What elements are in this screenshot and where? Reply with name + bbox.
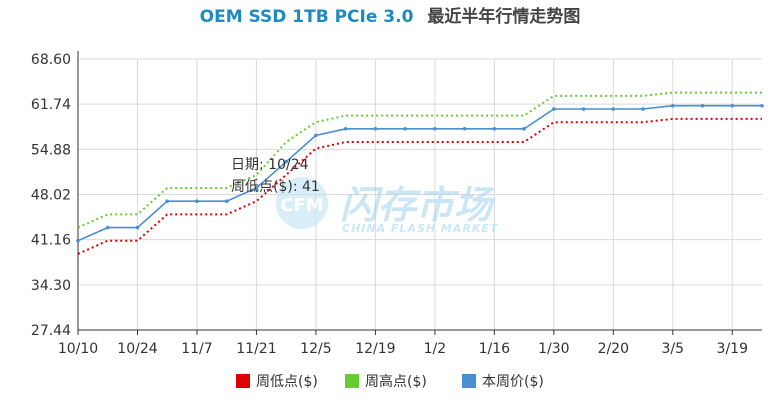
y-tick-label: 41.16 [31,233,71,249]
x-tick-label: 2/20 [598,341,629,357]
data-point [314,133,318,138]
chart-title-main: OEM SSD 1TB PCIe 3.0 [200,7,414,27]
data-point [105,225,110,230]
legend-item-0[interactable]: 周低点($) [236,374,318,390]
y-tick-label: 48.02 [31,188,71,204]
legend-swatch [345,374,359,388]
data-point [522,126,526,131]
data-point [552,107,556,111]
chart-title: OEM SSD 1TB PCIe 3.0 最近半年行情走势图 [200,6,581,27]
x-tick-label: 11/7 [181,341,212,357]
legend-item-2[interactable]: 本周价($) [462,374,544,390]
data-point [343,126,348,131]
data-point [195,199,199,204]
y-tick-label: 68.60 [31,52,71,68]
tooltip-date: 日期: 10/24 [231,157,309,173]
x-tick-label: 1/2 [424,341,447,357]
series-line-2 [77,104,762,242]
data-point [492,126,497,131]
legend-label: 本周价($) [482,374,544,390]
axes: 27.44 34.30 41.16 48.02 54.88 61.74 68.60 10/10… [31,51,762,357]
series [76,91,764,255]
data-point [760,103,764,108]
data-point [224,199,229,204]
svg-text:OEM SSD 1TB PCIe 3.0 最近半: OEM SSD 1TB PCIe 3.0 最近半年行情走势图 [200,6,581,27]
data-point [373,126,378,131]
legend[interactable]: 周低点($) 周高点($) 本周价($) [236,373,544,390]
x-tick-label: 12/5 [300,341,331,357]
data-point [254,186,259,190]
x-tick-label: 10/24 [117,341,157,357]
x-tick-label: 12/19 [355,341,395,357]
series-line-1 [77,91,762,229]
data-point [284,159,288,164]
x-tick-label: 11/21 [236,341,276,357]
y-tick-label: 34.30 [31,278,71,294]
data-point [165,199,170,204]
legend-label: 周低点($) [256,374,318,390]
y-tick-label: 54.88 [31,142,71,158]
legend-item-1[interactable]: 周高点($) [345,373,427,390]
cfm-logo: CFM [276,177,328,229]
legend-swatch [462,374,476,388]
series-line-0 [77,117,762,255]
data-point [135,225,140,230]
watermark-main: 闪存市场 [340,183,496,227]
x-tick-label: 1/30 [538,341,569,357]
data-point [641,107,645,111]
x-tick-label: 3/19 [717,341,748,357]
legend-swatch [236,374,250,388]
grid [77,58,762,331]
data-point [76,238,80,243]
data-point [403,126,407,131]
tooltip: 日期: 10/24 周低点($): 41 [231,157,320,195]
data-point [700,103,705,108]
data-point [462,126,467,131]
cfm-logo-text: CFM [280,195,323,216]
data-point [581,107,586,111]
legend-label: 周高点($) [365,373,427,390]
watermark: CFM 闪存市场 CHINA FLASH MARKET [276,177,499,235]
x-tick-label: 1/16 [479,341,511,357]
data-point [433,126,437,131]
data-point [730,103,735,108]
y-tick-label: 27.44 [31,323,71,339]
watermark-sub: CHINA FLASH MARKET [342,222,499,235]
x-tick-label: 10/10 [58,341,98,357]
x-tick-label: 3/5 [662,341,685,357]
data-point [670,103,675,108]
data-point [611,107,616,111]
tooltip-value: 周低点($): 41 [231,179,320,195]
y-tick-label: 61.74 [31,97,71,113]
chart-title-suffix: 最近半年行情走势图 [427,6,580,27]
